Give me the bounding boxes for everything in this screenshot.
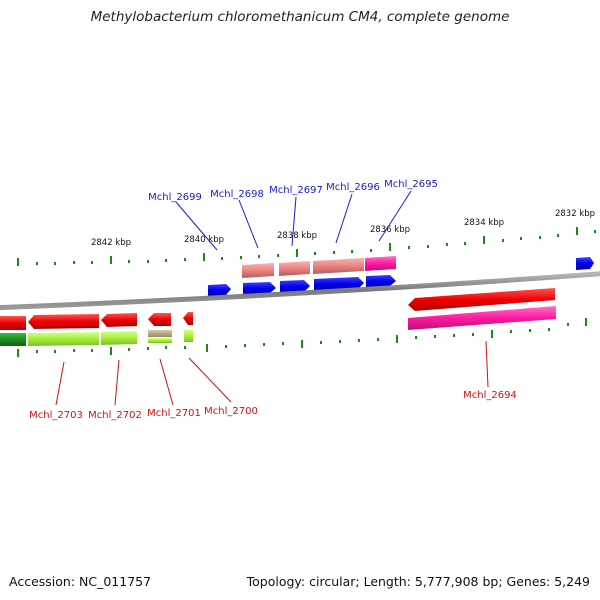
- genome-summary-text: Topology: circular; Length: 5,777,908 bp…: [246, 574, 590, 589]
- upper-feature-track: [242, 256, 396, 278]
- tick-labels: 2842 kbp 2840 kbp 2838 kbp 2836 kbp 2834…: [91, 209, 595, 248]
- gene-block: [242, 263, 274, 278]
- gene-label-mchl-2700: Mchl_2700: [204, 406, 258, 417]
- genome-backbone: [0, 271, 600, 311]
- tick-label: 2836 kbp: [370, 225, 410, 235]
- tick-label: 2832 kbp: [555, 209, 595, 219]
- forward-cds-track: [208, 257, 594, 296]
- cds-arrow: [314, 277, 364, 291]
- gene-label-mchl-2696: Mchl_2696: [326, 182, 380, 193]
- gene-label-mchl-2703: Mchl_2703: [29, 410, 83, 421]
- gene-label-mchl-2702: Mchl_2702: [88, 410, 142, 421]
- lower-feature-track: [0, 306, 556, 346]
- gene-block: [184, 330, 193, 342]
- tick-label: 2838 kbp: [277, 231, 317, 241]
- cds-arrow: [101, 313, 137, 327]
- cds-arrow: [28, 314, 99, 329]
- tick-label: 2834 kbp: [464, 218, 504, 228]
- lower-gene-labels: Mchl_2703 Mchl_2702 Mchl_2701 Mchl_2700 …: [29, 390, 517, 421]
- gene-block: [408, 306, 556, 330]
- lower-tick-row: [17, 318, 587, 357]
- upper-leader-lines: [175, 190, 412, 251]
- map-title: Methylobacterium chloromethanicum CM4, c…: [90, 9, 510, 25]
- gene-label-mchl-2701: Mchl_2701: [147, 408, 201, 419]
- lower-leader-lines: [55, 340, 489, 406]
- gene-block: [365, 256, 396, 271]
- gene-label-mchl-2695: Mchl_2695: [384, 179, 438, 190]
- gene-label-mchl-2699: Mchl_2699: [148, 192, 202, 203]
- accession-text: Accession: NC_011757: [9, 574, 152, 589]
- reverse-cds-track: [0, 288, 555, 330]
- gene-label-mchl-2694: Mchl_2694: [463, 390, 517, 401]
- gene-label-mchl-2698: Mchl_2698: [210, 189, 264, 200]
- gene-block: [101, 331, 137, 345]
- tick-label: 2840 kbp: [184, 235, 224, 245]
- cds-arrow: [243, 282, 276, 295]
- gene-block: [313, 258, 364, 274]
- tick-label: 2842 kbp: [91, 238, 131, 248]
- cds-arrow: [208, 284, 231, 296]
- cds-arrow: [366, 275, 396, 288]
- gene-block: [148, 338, 172, 343]
- gene-block: [148, 330, 172, 337]
- upper-tick-row: [17, 227, 596, 266]
- gene-block: [279, 261, 310, 276]
- cds-arrow: [183, 312, 193, 325]
- cds-arrow: [408, 288, 555, 311]
- cds-arrow: [0, 316, 26, 330]
- cds-arrow: [148, 313, 171, 326]
- cds-arrow: [576, 257, 594, 270]
- gene-label-mchl-2697: Mchl_2697: [269, 185, 323, 196]
- gene-block: [28, 332, 99, 346]
- upper-gene-labels: Mchl_2699 Mchl_2698 Mchl_2697 Mchl_2696 …: [148, 179, 438, 203]
- cds-arrow: [280, 280, 310, 293]
- gene-block: [0, 333, 26, 346]
